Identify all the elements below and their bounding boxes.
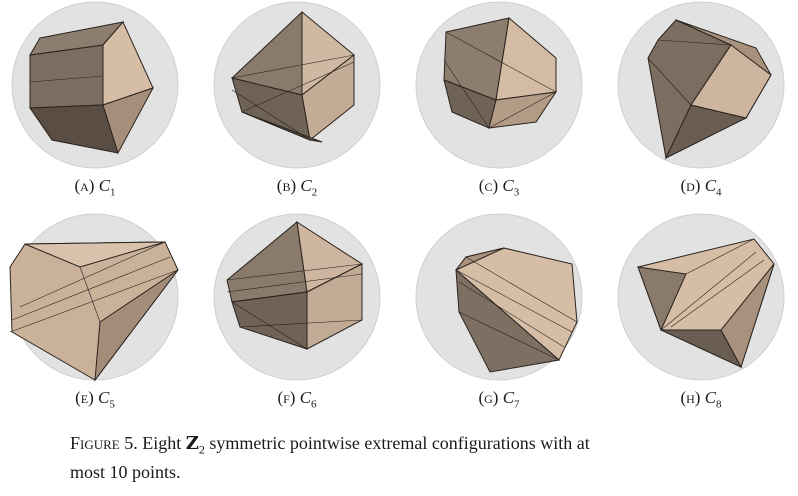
figure-caption: Figure 5. Eight Z2 symmetric pointwise e…: [70, 432, 760, 483]
polytope-c8-figure: [617, 213, 785, 381]
panel-b: (b) C2: [202, 0, 392, 210]
caption-line-1: Figure 5. Eight Z2 symmetric pointwise e…: [70, 433, 590, 457]
group-symbol: Z: [185, 433, 199, 454]
polytope-c1-figure: [11, 1, 179, 169]
polytope-c2-figure: [213, 1, 381, 169]
caption-line-2: most 10 points.: [70, 461, 181, 482]
polytope-c7-figure: [415, 213, 583, 381]
subcaption-b: (b) C2: [276, 176, 318, 199]
panel-g: (g) C7: [404, 212, 594, 422]
polytope-c3-figure: [415, 1, 583, 169]
subcaption-d: (d) C4: [680, 176, 722, 199]
subcaption-g: (g) C7: [478, 388, 520, 411]
polytope-c4-figure: [617, 1, 785, 169]
figure-label: Figure 5.: [70, 433, 138, 453]
panel-d: (d) C4: [606, 0, 796, 210]
panel-e: (e) C5: [0, 212, 190, 422]
subcaption-a: (a) C1: [74, 176, 116, 199]
subcaption-h: (h) C8: [680, 388, 722, 411]
panel-c: (c) C3: [404, 0, 594, 210]
polytope-c5-figure: [9, 213, 179, 382]
panel-a: (a) C1: [0, 0, 190, 210]
panel-h: (h) C8: [606, 212, 796, 422]
panel-f: (f) C6: [202, 212, 392, 422]
subcaption-c: (c) C3: [478, 176, 520, 199]
subcaption-f: (f) C6: [277, 388, 317, 411]
polytope-c6-figure: [213, 213, 381, 381]
subcaption-e: (e) C5: [75, 388, 115, 411]
